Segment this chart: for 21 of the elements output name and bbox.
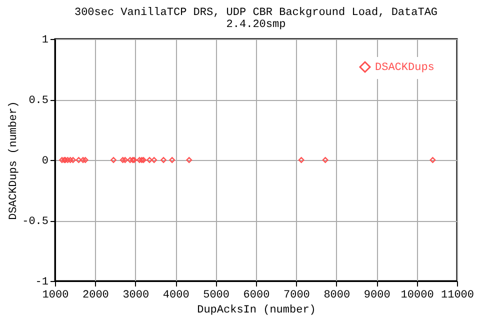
x-tick-label: 5000 — [203, 290, 230, 302]
y-tick-label: -1 — [35, 276, 49, 288]
y-axis-title: DSACKDups (number) — [8, 101, 20, 220]
y-tick-label: -0.5 — [22, 216, 48, 228]
x-tick-label: 8000 — [324, 290, 350, 302]
x-tick-label: 10000 — [400, 290, 434, 302]
y-tick-label: 0 — [42, 156, 48, 168]
x-axis-title: DupAcksIn (number) — [197, 304, 316, 316]
y-tick-label: 0.5 — [28, 95, 48, 107]
y-tick-label: 1 — [42, 34, 49, 46]
x-tick-label: 1000 — [42, 290, 69, 302]
x-tick-label: 2000 — [82, 290, 109, 302]
x-tick-label: 6000 — [243, 290, 270, 302]
x-tick-label: 11000 — [440, 290, 474, 302]
x-tick-label: 3000 — [122, 290, 150, 302]
chart-title: 300sec VanillaTCP DRS, UDP CBR Background Load, DataTAG — [74, 7, 438, 19]
x-tick-label: 4000 — [162, 290, 190, 302]
legend-label: DSACKDups — [375, 62, 434, 74]
x-tick-label: 9000 — [364, 290, 390, 302]
chart-subtitle: 2.4.20smp — [226, 19, 286, 31]
x-tick-label: 7000 — [283, 290, 310, 302]
